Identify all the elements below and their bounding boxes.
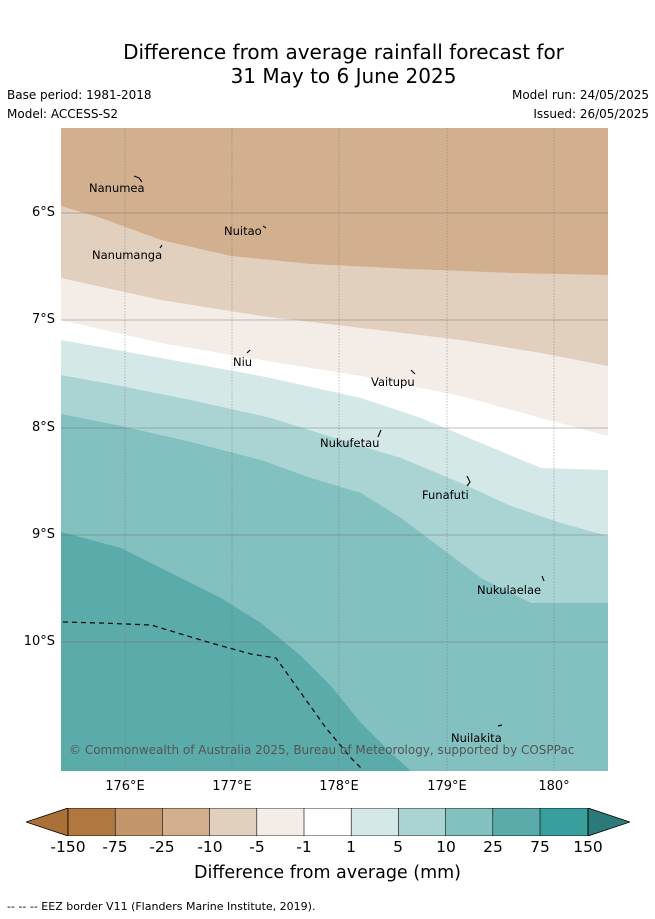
rainfall-map: Nanumea Nuitao Nanumanga Niu Vaitupu Nuk… bbox=[61, 128, 608, 771]
lat-label-8s: 8°S bbox=[31, 420, 55, 435]
lat-gridlines bbox=[61, 212, 608, 643]
lat-label-6s: 6°S bbox=[31, 205, 55, 220]
band-plus25 bbox=[61, 532, 411, 771]
island-vaitupu bbox=[410, 369, 416, 375]
colorbar-outline bbox=[67, 808, 589, 836]
place-label-vaitupu: Vaitupu bbox=[371, 375, 415, 389]
island-nanumanga bbox=[159, 244, 163, 249]
colorbar-segment bbox=[256, 808, 304, 836]
lon-label-180: 180° bbox=[538, 779, 570, 794]
colorbar-dividers bbox=[114, 808, 541, 836]
place-label-nukulaelae: Nukulaelae bbox=[477, 583, 541, 597]
colorbar-tick: 75 bbox=[530, 838, 550, 856]
colorbar-segment bbox=[68, 808, 116, 836]
model-run: Model run: 24/05/2025 bbox=[511, 88, 649, 102]
model-name: Model: ACCESS-S2 bbox=[7, 107, 119, 121]
colorbar-title: Difference from average (mm) bbox=[193, 863, 462, 883]
place-label-nuilakita: Nuilakita bbox=[451, 731, 502, 745]
colorbar-tick: 25 bbox=[483, 838, 503, 856]
colorbar-segment bbox=[304, 808, 352, 836]
colorbar bbox=[26, 808, 630, 836]
place-label-nanumanga: Nanumanga bbox=[92, 248, 162, 262]
place-label-funafuti: Funafuti bbox=[422, 488, 469, 502]
island-funafuti bbox=[466, 475, 471, 487]
colorbar-tick: 5 bbox=[393, 838, 403, 856]
lat-label-7s: 7°S bbox=[31, 312, 55, 327]
colorbar-tick: -5 bbox=[249, 838, 265, 856]
colorbar-segment bbox=[162, 808, 210, 836]
title-line-2: 31 May to 6 June 2025 bbox=[230, 64, 457, 88]
island-nuilakita bbox=[497, 724, 503, 727]
colorbar-segment bbox=[398, 808, 446, 836]
island-nukulaelae bbox=[541, 575, 545, 582]
lon-label-176e: 176°E bbox=[105, 779, 145, 794]
colorbar-tick: 10 bbox=[436, 838, 456, 856]
colorbar-segment bbox=[351, 808, 399, 836]
place-label-nukufetau: Nukufetau bbox=[320, 436, 379, 450]
lon-gridlines bbox=[124, 128, 555, 771]
copyright-notice: © Commonwealth of Australia 2025, Bureau… bbox=[69, 743, 574, 757]
title-line-1: Difference from average rainfall forecas… bbox=[123, 40, 564, 64]
eez-legend: -- -- -- EEZ border V11 (Flanders Marine… bbox=[7, 900, 316, 913]
colorbar-tick: -25 bbox=[149, 838, 175, 856]
colorbar-tick: -75 bbox=[102, 838, 128, 856]
island-nanumea bbox=[133, 175, 143, 183]
place-label-nuitao: Nuitao bbox=[224, 224, 262, 238]
island-niu bbox=[246, 349, 251, 354]
lat-label-9s: 9°S bbox=[31, 527, 55, 542]
colorbar-high-arrow bbox=[587, 808, 630, 836]
colorbar-tick: -150 bbox=[50, 838, 86, 856]
island-shapes bbox=[133, 175, 545, 727]
lon-label-178e: 178°E bbox=[319, 779, 359, 794]
lon-label-179e: 179°E bbox=[427, 779, 467, 794]
eez-border bbox=[62, 621, 362, 769]
base-period: Base period: 1981-2018 bbox=[7, 88, 152, 102]
colorbar-low-arrow bbox=[26, 808, 69, 836]
place-label-nanumea: Nanumea bbox=[89, 181, 145, 195]
colorbar-segment bbox=[115, 808, 163, 836]
place-label-niu: Niu bbox=[233, 355, 252, 369]
map-title: Difference from average rainfall forecas… bbox=[0, 40, 655, 88]
colorbar-tick: 1 bbox=[346, 838, 356, 856]
issued-date: Issued: 26/05/2025 bbox=[533, 107, 649, 121]
island-nuitao bbox=[262, 225, 267, 229]
colorbar-segment bbox=[540, 808, 588, 836]
colorbar-segment bbox=[492, 808, 540, 836]
lat-label-10s: 10°S bbox=[23, 634, 55, 649]
lon-label-177e: 177°E bbox=[212, 779, 252, 794]
colorbar-segment bbox=[209, 808, 257, 836]
colorbar-tick: 150 bbox=[573, 838, 603, 856]
island-nukufetau bbox=[377, 429, 382, 438]
colorbar-segment bbox=[445, 808, 493, 836]
colorbar-tick: -10 bbox=[197, 838, 223, 856]
colorbar-tick: -1 bbox=[296, 838, 312, 856]
